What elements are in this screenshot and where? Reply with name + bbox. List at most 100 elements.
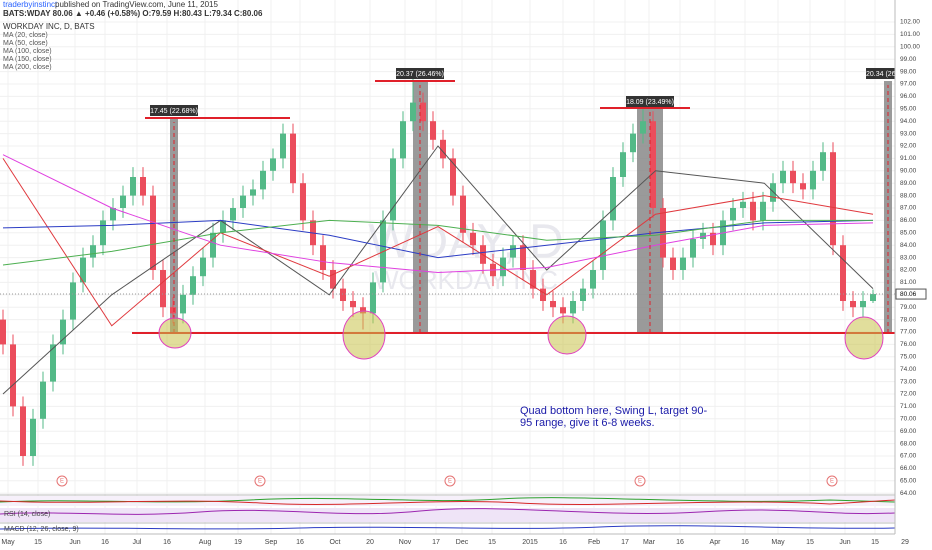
- annotation-label: 17.45 (22.68%): [150, 108, 198, 115]
- candle-body: [830, 152, 836, 246]
- y-tick-label: 79.00: [900, 304, 917, 311]
- candle-body: [280, 133, 286, 159]
- candle-body: [540, 288, 546, 301]
- candle-body: [440, 139, 446, 159]
- earnings-label: E: [638, 479, 642, 485]
- y-tick-label: 92.00: [900, 143, 917, 150]
- x-tick-label: Nov: [399, 539, 412, 546]
- label-box: [866, 68, 910, 79]
- earnings-label: E: [448, 479, 452, 485]
- candle-body: [50, 344, 56, 382]
- candle-body: [240, 195, 246, 208]
- moving-average: [2, 158, 874, 327]
- x-tick-label: 16: [101, 539, 109, 546]
- published: published on TradingView.com, June 11, 2…: [55, 0, 218, 9]
- pane: [0, 508, 895, 522]
- candle-body: [110, 208, 116, 221]
- candle-body: [390, 158, 396, 221]
- legend: MA (20, close)MA (50, close)MA (100, clo…: [3, 32, 52, 71]
- x-tick-label: 16: [163, 539, 171, 546]
- y-tick-label: 81.00: [900, 279, 917, 286]
- candle-body: [630, 133, 636, 153]
- annotation-label: 18.09 (23.49%): [626, 99, 674, 106]
- candle-body: [340, 288, 346, 301]
- x-tick-label: 16: [296, 539, 304, 546]
- candle-body: [80, 257, 86, 283]
- legend-entry: MA (100, close): [3, 48, 52, 55]
- x-tick-label: 2015: [522, 539, 538, 546]
- candle-body: [800, 183, 806, 190]
- candle-body: [370, 282, 376, 314]
- y-tick-label: 69.00: [900, 428, 917, 435]
- candle-body: [330, 270, 336, 289]
- x-tick-label: 15: [488, 539, 496, 546]
- x-tick-label: 16: [559, 539, 567, 546]
- candle-body: [840, 245, 846, 301]
- candle-body: [650, 121, 656, 208]
- y-tick-label: 84.00: [900, 242, 917, 249]
- indicator-panes: RSI (14, close) MACD (12, 26, close, 9): [0, 494, 896, 535]
- y-tick-label: 87.00: [900, 205, 917, 212]
- x-tick-label: Aug: [199, 539, 212, 546]
- symbol: WORKDAY INC, D, BATS: [3, 22, 95, 31]
- x-tick-label: 16: [741, 539, 749, 546]
- candle-body: [640, 121, 646, 134]
- indicator-label: MACD (12, 26, close, 9): [4, 526, 79, 533]
- y-tick-label: 65.00: [900, 478, 917, 485]
- y-tick-label: 98.00: [900, 68, 917, 75]
- earnings-marker: [444, 475, 456, 487]
- x-tick-label: Mar: [643, 539, 656, 546]
- y-tick-label: 90.00: [900, 168, 917, 175]
- y-tick-label: 93.00: [900, 130, 917, 137]
- candle-body: [580, 288, 586, 301]
- candle-body: [190, 276, 196, 295]
- y-tick-label: 101.00: [900, 31, 920, 38]
- y-tick-label: 64.00: [900, 490, 917, 497]
- x-tick-label: 29: [901, 539, 909, 546]
- earnings-label: E: [258, 479, 262, 485]
- y-tick-label: 70.00: [900, 416, 917, 423]
- y-tick-label: 96.00: [900, 93, 917, 100]
- earnings-marker: [634, 475, 646, 487]
- candle-body: [290, 133, 296, 184]
- candle-body: [360, 307, 366, 314]
- candle-body: [40, 381, 46, 419]
- x-tick-label: 15: [871, 539, 879, 546]
- x-tick-label: 17: [432, 539, 440, 546]
- candle-body: [770, 183, 776, 202]
- candle-body: [90, 245, 96, 258]
- note: Quad bottom here, Swing L, target 90-95 …: [520, 405, 707, 429]
- header: traderbyinstinct published on TradingVie…: [3, 0, 263, 31]
- candle-body: [790, 170, 796, 184]
- x-tick-label: Jun: [839, 539, 850, 546]
- indicator-label: RSI (14, close): [4, 511, 50, 518]
- candle-body: [560, 307, 566, 314]
- candle-body: [740, 201, 746, 208]
- x-tick-label: 17: [621, 539, 629, 546]
- moving-average: [2, 219, 873, 266]
- candle-body: [690, 239, 696, 258]
- y-tick-label: 66.00: [900, 465, 917, 472]
- plot: [0, 79, 876, 466]
- y-tick-label: 85.00: [900, 230, 917, 237]
- moving-average: [2, 154, 874, 273]
- y-tick-label: 73.00: [900, 378, 917, 385]
- candle-body: [400, 121, 406, 159]
- bottom-circle: [844, 316, 884, 360]
- annotation-labels: 17.45 (22.68%) 20.37 (26.46%) 18.09 (23.…: [150, 68, 910, 116]
- earnings-marker: [254, 475, 266, 487]
- x-tick-label: Apr: [710, 539, 722, 546]
- candle-body: [180, 294, 186, 314]
- label-box: [626, 96, 674, 107]
- bottom-circle: [547, 315, 587, 355]
- annotation-label: 20.34 (26.4%): [866, 71, 910, 78]
- candle-body: [270, 158, 276, 171]
- candle-body: [810, 170, 816, 190]
- candle-body: [260, 170, 266, 190]
- candle-body: [780, 170, 786, 184]
- candle-body: [610, 177, 616, 221]
- y-tick-label: 82.00: [900, 267, 917, 274]
- candle-body: [570, 301, 576, 314]
